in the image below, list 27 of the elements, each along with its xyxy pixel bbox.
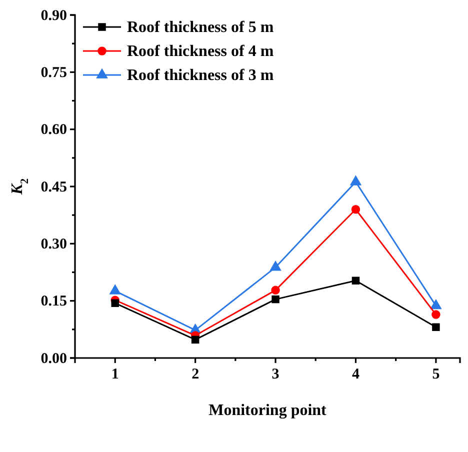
- legend-label: Roof thickness of 3 m: [127, 67, 274, 84]
- y-tick-label: 0.45: [40, 179, 67, 196]
- point: [350, 175, 362, 186]
- point: [352, 276, 360, 285]
- point: [432, 323, 440, 332]
- point: [271, 286, 280, 295]
- y-tick-label: 0.90: [40, 8, 67, 24]
- point: [109, 284, 121, 294]
- point: [270, 260, 282, 271]
- x-tick-label: 5: [432, 366, 440, 383]
- point: [272, 295, 280, 304]
- y-tick-label: 0.75: [40, 64, 67, 81]
- x-tick-label: 3: [272, 366, 280, 383]
- y-tick-label: 0.30: [40, 236, 67, 252]
- x-tick-label: 1: [111, 366, 119, 383]
- legend-label: Roof thickness of 5 m: [127, 19, 274, 36]
- y-tick-label: 0.60: [40, 122, 67, 138]
- point: [351, 205, 360, 214]
- x-tick-label: 4: [352, 366, 360, 383]
- y-tick-label: 0.00: [40, 350, 67, 367]
- y-tick-label: 0.15: [40, 294, 67, 310]
- x-tick-label: 2: [192, 366, 200, 383]
- point: [432, 310, 440, 319]
- point: [191, 336, 200, 344]
- point: [111, 299, 119, 307]
- legend-label: Roof thickness of 4 m: [127, 43, 274, 60]
- x-axis-title: Monitoring point: [208, 402, 328, 419]
